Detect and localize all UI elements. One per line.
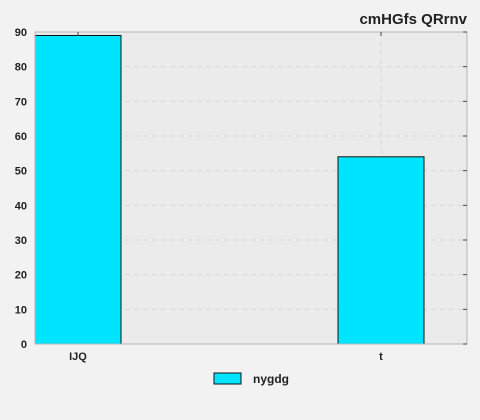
plot-frame bbox=[34, 31, 468, 345]
x-tick-label: IJQ bbox=[69, 351, 87, 363]
chart-title: cmHGfs QRrnv bbox=[359, 11, 467, 28]
y-tick-label: 40 bbox=[15, 200, 27, 212]
y-tick-label: 50 bbox=[15, 166, 27, 178]
legend: nygdg bbox=[213, 372, 289, 386]
y-tick-label: 30 bbox=[15, 235, 27, 247]
y-tick-label: 10 bbox=[15, 304, 27, 316]
y-tick-label: 0 bbox=[21, 339, 27, 351]
y-tick-label: 90 bbox=[15, 27, 27, 39]
y-tick-label: 70 bbox=[15, 96, 27, 108]
y-tick-label: 20 bbox=[15, 270, 27, 282]
legend-swatch bbox=[213, 372, 242, 385]
x-axis: IJQ t bbox=[69, 32, 383, 363]
bar bbox=[337, 156, 425, 345]
x-tick-label: t bbox=[379, 351, 383, 363]
y-tick-label: 80 bbox=[15, 62, 27, 74]
y-axis: 0 10 20 30 40 50 60 70 80 90 bbox=[15, 27, 467, 351]
legend-label: nygdg bbox=[253, 372, 289, 386]
bar bbox=[34, 34, 122, 345]
bars bbox=[34, 34, 425, 345]
y-tick-label: 60 bbox=[15, 131, 27, 143]
